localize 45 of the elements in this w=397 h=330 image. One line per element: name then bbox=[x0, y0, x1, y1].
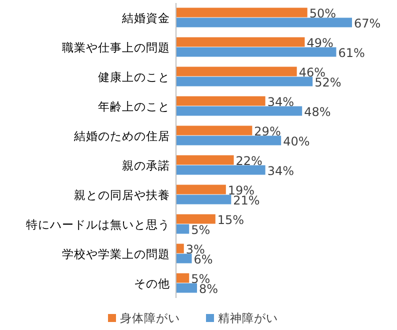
data-label: 50% bbox=[309, 6, 336, 20]
data-label: 6% bbox=[194, 252, 213, 266]
data-label: 29% bbox=[254, 124, 281, 138]
y-tick-label: 健康上のこと bbox=[98, 70, 170, 84]
legend-label: 身体障がい bbox=[120, 311, 180, 325]
data-label: 34% bbox=[267, 164, 294, 178]
y-tick-label: 年齢上のこと bbox=[98, 99, 170, 114]
bar bbox=[176, 184, 226, 194]
y-tick-label: 特にハードルは無いと思う bbox=[26, 217, 170, 232]
bar bbox=[176, 214, 216, 224]
data-label: 34% bbox=[267, 94, 294, 109]
y-tick-label: その他 bbox=[134, 276, 170, 290]
bar bbox=[176, 66, 297, 76]
y-tick-label: 結婚資金 bbox=[121, 10, 170, 25]
bar bbox=[176, 76, 313, 86]
bar bbox=[176, 244, 184, 254]
y-tick-label: 結婚のための住居 bbox=[73, 128, 170, 143]
bar bbox=[176, 273, 190, 283]
bar bbox=[176, 254, 192, 264]
bar bbox=[176, 8, 308, 18]
y-tick-label: 職業や仕事上の問題 bbox=[62, 40, 170, 54]
data-label: 48% bbox=[304, 104, 331, 119]
bar bbox=[176, 194, 232, 204]
bar bbox=[176, 126, 252, 136]
bar bbox=[176, 224, 190, 234]
data-label: 40% bbox=[283, 134, 310, 148]
y-tick-label: 親の承諾 bbox=[122, 158, 170, 172]
bar bbox=[176, 18, 352, 28]
data-label: 67% bbox=[354, 16, 381, 30]
data-label: 5% bbox=[191, 222, 210, 237]
bar bbox=[176, 283, 198, 293]
data-label: 15% bbox=[217, 212, 244, 227]
data-label: 22% bbox=[236, 154, 262, 168]
data-label: 61% bbox=[338, 46, 365, 60]
bar bbox=[176, 155, 234, 165]
bar bbox=[176, 47, 336, 57]
y-tick-label: 親との同居や扶養 bbox=[74, 188, 170, 202]
legend-label: 精神障がい bbox=[218, 311, 278, 325]
bar bbox=[176, 165, 266, 175]
bar bbox=[176, 37, 305, 47]
bar bbox=[176, 96, 266, 106]
bar bbox=[176, 106, 302, 116]
y-tick-label: 学校や学業上の問題 bbox=[62, 246, 170, 261]
data-label: 49% bbox=[306, 36, 334, 50]
bar bbox=[176, 136, 282, 146]
